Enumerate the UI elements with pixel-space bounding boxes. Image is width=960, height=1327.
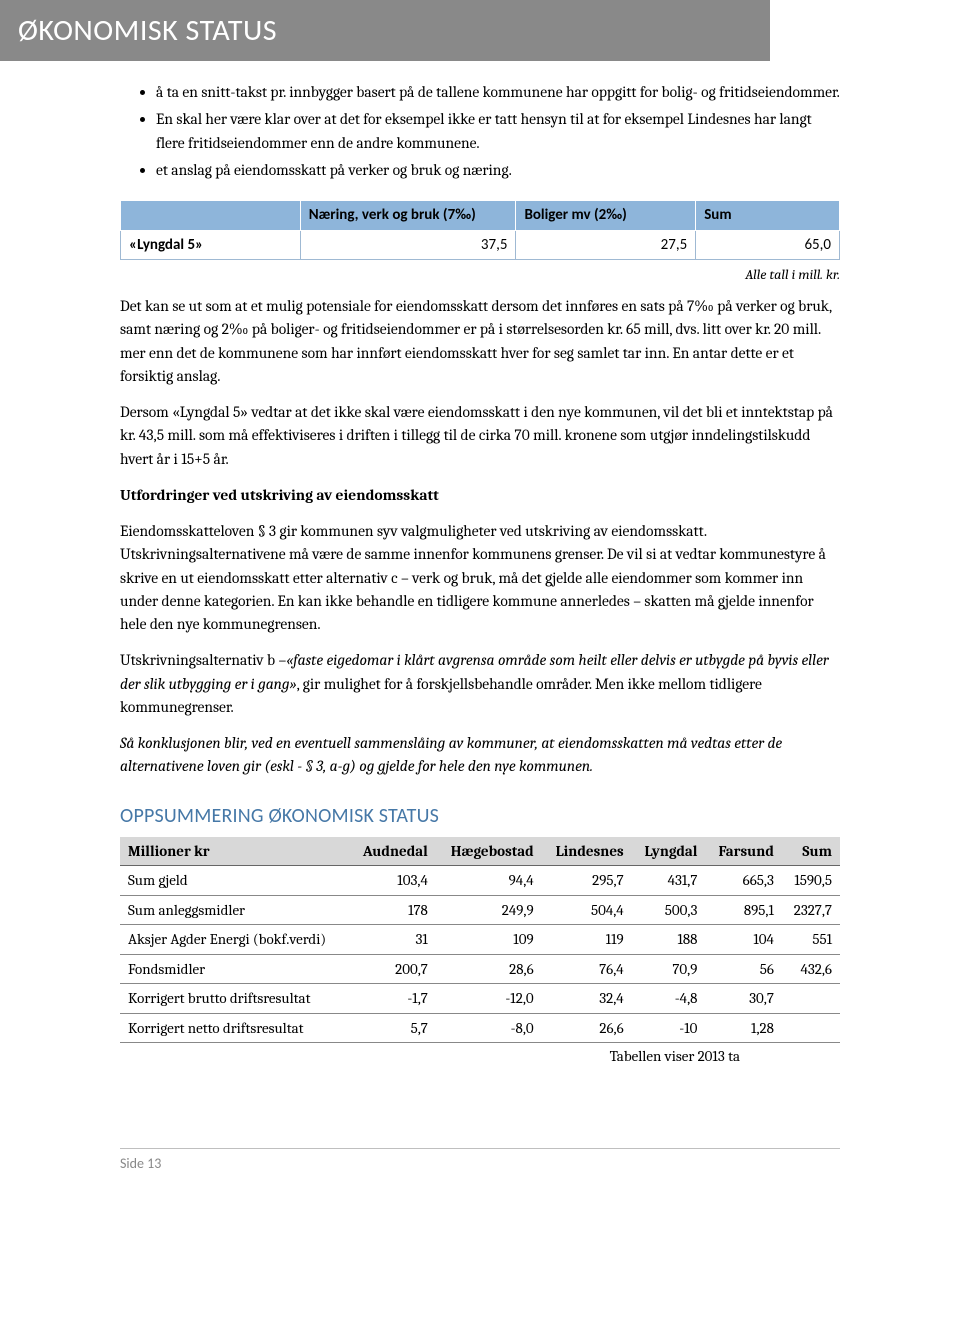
paragraph: Dersom «Lyngdal 5» vedtar at det ikke sk…: [120, 401, 840, 471]
table-row: Aksjer Agder Energi (bokf.verdi) 31 109 …: [120, 925, 840, 955]
table-row: Sum anleggsmidler 178 249,9 504,4 500,3 …: [120, 895, 840, 925]
table-cell: 109: [436, 925, 542, 955]
table-cell: Fondsmidler: [120, 954, 349, 984]
paragraph: Det kan se ut som at et mulig potensiale…: [120, 295, 840, 388]
table-cell: 500,3: [632, 895, 706, 925]
table-cell: 2327,7: [782, 895, 840, 925]
table-cell: -1,7: [349, 984, 436, 1014]
summary-table-2: Millioner kr Audnedal Hægebostad Lindesn…: [120, 837, 840, 1044]
table-cell: 103,4: [349, 866, 436, 896]
table-cell: 249,9: [436, 895, 542, 925]
table-cell: «Lyngdal 5»: [121, 230, 301, 260]
paragraph-italic: Så konklusjonen blir, ved en eventuell s…: [120, 732, 840, 779]
table-cell: 30,7: [705, 984, 781, 1014]
table-header-row: Millioner kr Audnedal Hægebostad Lindesn…: [120, 837, 840, 866]
paragraph: Utskrivningsalternativ b –«faste eigedom…: [120, 649, 840, 719]
table-header-cell: [121, 201, 301, 231]
table-cell: 70,9: [632, 954, 706, 984]
table-cell: 295,7: [542, 866, 632, 896]
table-cell: Korrigert brutto driftsresultat: [120, 984, 349, 1014]
table-row: Korrigert brutto driftsresultat -1,7 -12…: [120, 984, 840, 1014]
paragraph: Eiendomsskatteloven § 3 gir kommunen syv…: [120, 520, 840, 636]
page-number: Side 13: [0, 1149, 960, 1184]
table-cell: 432,6: [782, 954, 840, 984]
table-header-cell: Boliger mv (2‰): [516, 201, 696, 231]
paragraph-heading: Utfordringer ved utskriving av eiendomss…: [120, 484, 840, 507]
table-cell: 431,7: [632, 866, 706, 896]
table-cell: 1,28: [705, 1013, 781, 1043]
table-cell: [782, 1013, 840, 1043]
table-header-row: Næring, verk og bruk (7‰) Boliger mv (2‰…: [121, 201, 840, 231]
table-caption: Alle tall i mill. kr.: [120, 264, 840, 285]
table-note: Tabellen viser 2013 ta: [120, 1045, 840, 1068]
text: Utskrivningsalternativ b –: [120, 651, 286, 669]
table-cell: 119: [542, 925, 632, 955]
table-cell: -4,8: [632, 984, 706, 1014]
table-cell: Korrigert netto driftsresultat: [120, 1013, 349, 1043]
table-cell: 895,1: [705, 895, 781, 925]
table-cell: Aksjer Agder Energi (bokf.verdi): [120, 925, 349, 955]
bullet-list: å ta en snitt-takst pr. innbygger basert…: [156, 81, 840, 182]
table-cell: 56: [705, 954, 781, 984]
table-cell: 26,6: [542, 1013, 632, 1043]
table-cell: 178: [349, 895, 436, 925]
table-cell: Sum gjeld: [120, 866, 349, 896]
table-cell: 32,4: [542, 984, 632, 1014]
table-row: Fondsmidler 200,7 28,6 76,4 70,9 56 432,…: [120, 954, 840, 984]
table-header-cell: Farsund: [705, 837, 781, 866]
summary-table-1: Næring, verk og bruk (7‰) Boliger mv (2‰…: [120, 200, 840, 260]
table-cell: 504,4: [542, 895, 632, 925]
table-cell: -8,0: [436, 1013, 542, 1043]
section-heading: OPPSUMMERING ØKONOMISK STATUS: [120, 801, 840, 831]
table-cell: -10: [632, 1013, 706, 1043]
table-cell: 5,7: [349, 1013, 436, 1043]
table-cell: 76,4: [542, 954, 632, 984]
table-row: Korrigert netto driftsresultat 5,7 -8,0 …: [120, 1013, 840, 1043]
table-row: Sum gjeld 103,4 94,4 295,7 431,7 665,3 1…: [120, 866, 840, 896]
table-cell: 65,0: [696, 230, 840, 260]
page-header: ØKONOMISK STATUS: [0, 0, 770, 61]
table-cell: 31: [349, 925, 436, 955]
table-header-cell: Sum: [782, 837, 840, 866]
table-cell: 188: [632, 925, 706, 955]
page-title: ØKONOMISK STATUS: [18, 12, 277, 49]
table-cell: 1590,5: [782, 866, 840, 896]
table-cell: 28,6: [436, 954, 542, 984]
table-header-cell: Audnedal: [349, 837, 436, 866]
table-row: «Lyngdal 5» 37,5 27,5 65,0: [121, 230, 840, 260]
bullet-item: En skal her være klar over at det for ek…: [156, 108, 840, 155]
table-header-cell: Lindesnes: [542, 837, 632, 866]
table-cell: [782, 984, 840, 1014]
table-header-cell: Næring, verk og bruk (7‰): [300, 201, 516, 231]
table-cell: 104: [705, 925, 781, 955]
table-cell: 94,4: [436, 866, 542, 896]
table-header-cell: Sum: [696, 201, 840, 231]
table-header-cell: Millioner kr: [120, 837, 349, 866]
table-cell: 37,5: [300, 230, 516, 260]
table-cell: 551: [782, 925, 840, 955]
table-cell: 665,3: [705, 866, 781, 896]
table-cell: -12,0: [436, 984, 542, 1014]
table-cell: 27,5: [516, 230, 696, 260]
main-content: å ta en snitt-takst pr. innbygger basert…: [0, 61, 960, 1088]
table-cell: Sum anleggsmidler: [120, 895, 349, 925]
bullet-item: et anslag på eiendomsskatt på verker og …: [156, 159, 840, 182]
table-cell: 200,7: [349, 954, 436, 984]
bullet-item: å ta en snitt-takst pr. innbygger basert…: [156, 81, 840, 104]
table-header-cell: Lyngdal: [632, 837, 706, 866]
table-header-cell: Hægebostad: [436, 837, 542, 866]
